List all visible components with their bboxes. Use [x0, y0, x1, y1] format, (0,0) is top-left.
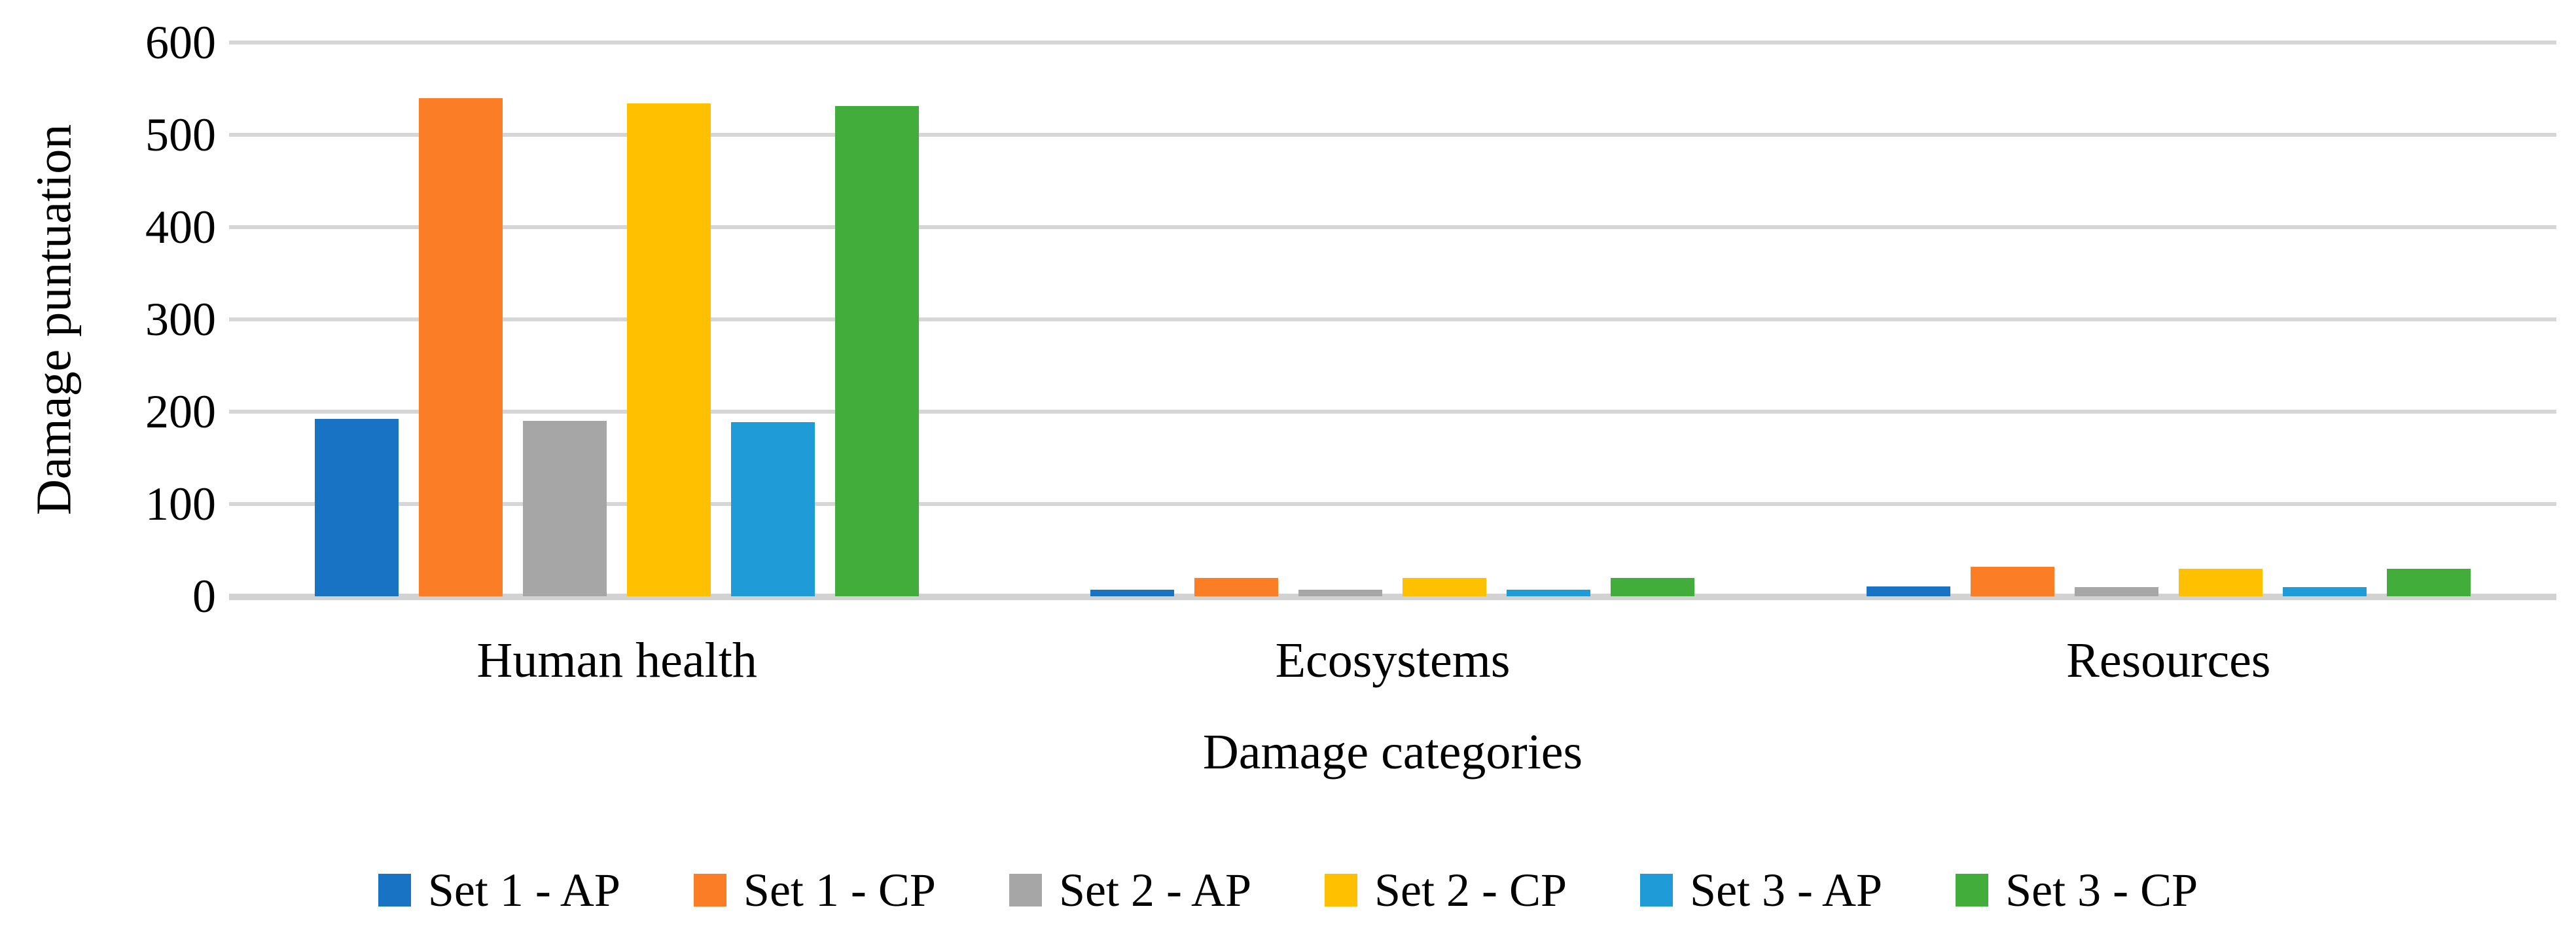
- gridline: [229, 409, 2556, 414]
- plot-area: [229, 41, 2556, 600]
- gridline: [229, 132, 2556, 137]
- legend-label: Set 1 - CP: [743, 864, 936, 916]
- bar-groups: [229, 43, 2556, 596]
- legend-item: Set 1 - AP: [378, 867, 620, 914]
- y-tick-label: 500: [145, 108, 216, 161]
- y-tick-label: 100: [145, 478, 216, 530]
- y-tick-label: 0: [192, 570, 216, 622]
- bar: [523, 421, 607, 596]
- y-tick-label: 600: [145, 16, 216, 69]
- legend-item: Set 2 - AP: [1009, 867, 1251, 914]
- gridline: [229, 502, 2556, 506]
- bar: [2282, 586, 2367, 596]
- bar: [2178, 568, 2263, 596]
- category-label: Human health: [476, 633, 757, 688]
- gridline: [229, 225, 2556, 229]
- legend-label: Set 2 - CP: [1374, 864, 1567, 916]
- legend-item: Set 3 - CP: [1956, 867, 2198, 914]
- legend-swatch-icon: [1325, 874, 1357, 907]
- legend-label: Set 3 - CP: [2005, 864, 2198, 916]
- x-axis-line: [229, 594, 2556, 600]
- bar: [315, 419, 399, 596]
- bar: [731, 422, 815, 596]
- bar-group-human-health: [229, 43, 1005, 596]
- bar: [1090, 590, 1175, 596]
- y-tick-label: 300: [145, 293, 216, 346]
- legend-swatch-icon: [1640, 874, 1673, 907]
- bar: [1507, 590, 1591, 596]
- legend-label: Set 3 - AP: [1690, 864, 1883, 916]
- legend-item: Set 2 - CP: [1325, 867, 1567, 914]
- bar: [1298, 590, 1383, 596]
- category-labels: Human health Ecosystems Resources: [229, 633, 2556, 689]
- legend-item: Set 1 - CP: [693, 864, 936, 916]
- bar: [627, 103, 711, 596]
- bar: [1611, 577, 1695, 596]
- y-axis: 0 100 200 300 400 500 600: [0, 19, 216, 620]
- gridlines: [229, 41, 2556, 600]
- bar-group-resources: [1781, 43, 2556, 596]
- legend-label: Set 1 - AP: [427, 864, 620, 916]
- gridline: [229, 317, 2556, 321]
- legend-swatch-icon: [1009, 874, 1042, 907]
- y-tick-label: 400: [145, 200, 216, 253]
- bar: [1403, 577, 1487, 596]
- bar-group-ecosystems: [1005, 43, 1780, 596]
- y-tick-label: 200: [145, 385, 216, 438]
- legend-swatch-icon: [378, 874, 411, 907]
- bar: [419, 98, 503, 596]
- bar: [2386, 568, 2471, 596]
- bar: [835, 106, 920, 596]
- category-label: Ecosystems: [1275, 633, 1511, 688]
- category-label: Resources: [2066, 633, 2271, 688]
- bar: [2074, 586, 2158, 596]
- legend-item: Set 3 - AP: [1640, 867, 1882, 914]
- gridline: [229, 41, 2556, 45]
- x-axis-title: Damage categories: [1202, 725, 1583, 780]
- legend: Set 1 - AP Set 1 - CP Set 2 - AP Set 2 - CP…: [0, 859, 2576, 922]
- legend-swatch-icon: [1956, 874, 1989, 907]
- legend-swatch-icon: [693, 874, 726, 907]
- bar: [1970, 566, 2054, 596]
- legend-label: Set 2 - AP: [1058, 864, 1251, 916]
- bar: [1866, 586, 1950, 596]
- bar: [1194, 577, 1279, 596]
